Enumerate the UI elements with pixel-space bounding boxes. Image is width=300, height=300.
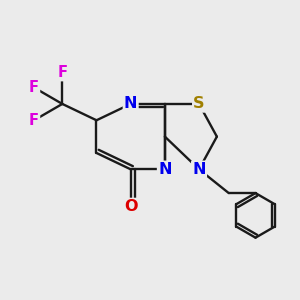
Text: N: N	[158, 162, 172, 177]
Text: F: F	[29, 113, 39, 128]
Text: N: N	[124, 96, 137, 111]
Text: O: O	[124, 199, 137, 214]
Text: N: N	[192, 162, 206, 177]
Text: S: S	[193, 96, 205, 111]
Text: F: F	[29, 80, 39, 95]
Text: F: F	[57, 65, 67, 80]
